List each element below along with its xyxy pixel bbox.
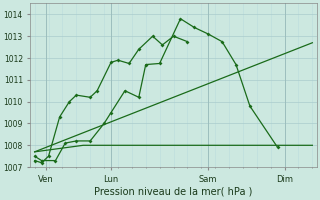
- X-axis label: Pression niveau de la mer( hPa ): Pression niveau de la mer( hPa ): [94, 187, 253, 197]
